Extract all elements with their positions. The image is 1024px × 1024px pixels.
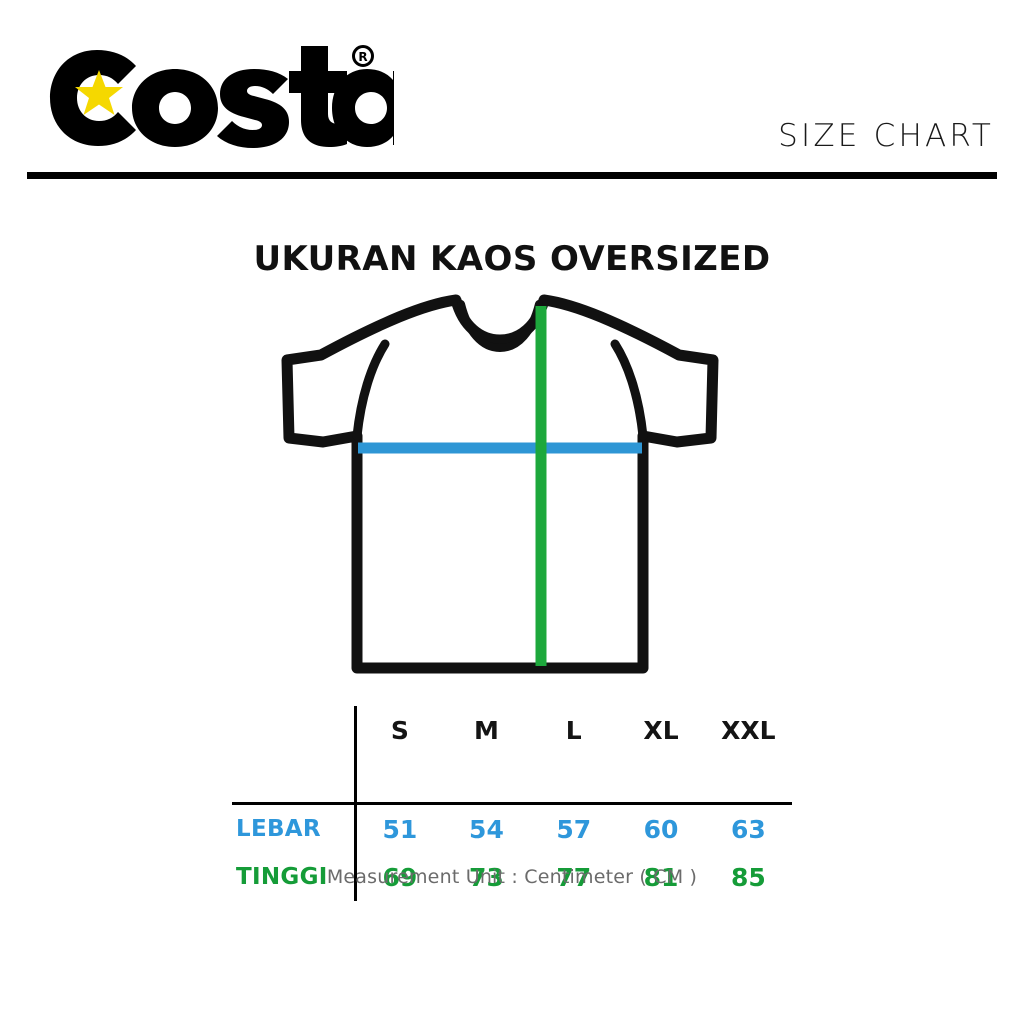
tinggi-value-m: 73 (469, 862, 504, 892)
registered-trademark-icon: R (352, 45, 374, 67)
lebar-value-m: 54 (469, 814, 504, 844)
tshirt-outline-icon (281, 294, 719, 674)
underline-l (530, 754, 618, 805)
table-header-row: S M L XL XXL (232, 706, 792, 754)
svg-text:R: R (358, 50, 367, 64)
chart-heading: UKURAN KAOS OVERSIZED (253, 239, 771, 279)
page-header: R SIZE CHART (0, 0, 1024, 186)
star-icon (75, 70, 123, 115)
underline-label (232, 754, 356, 805)
page-title: SIZE CHART (778, 118, 994, 154)
tinggi-value-xxl: 85 (730, 862, 766, 892)
underline-s (353, 754, 443, 805)
underline-xl (617, 754, 705, 805)
header-divider (27, 172, 997, 179)
tinggi-value-xl: 81 (643, 862, 679, 892)
header-cell-s: S (353, 706, 443, 754)
header-cell-xl: XL (643, 715, 679, 745)
table-row: LEBAR 51 54 57 60 63 (232, 803, 792, 853)
lebar-value-xl: 60 (643, 814, 679, 844)
header-cell-m: M (474, 715, 499, 745)
header-cell-xxl: XXL (721, 715, 776, 745)
costar-logo-icon: R (50, 45, 394, 148)
lebar-value-s: 51 (353, 803, 443, 853)
size-table: S M L XL XXL LEBAR 51 54 57 60 63 (232, 706, 792, 901)
table-row: TINGGI 69 73 77 81 85 (232, 853, 792, 901)
tinggi-value-l: 77 (556, 862, 592, 892)
measurement-unit-note: Measurement Unit : Centimeter ( CM ) (326, 866, 698, 888)
underline-xxl (704, 754, 792, 805)
lebar-value-xxl: 63 (730, 814, 766, 844)
underline-m (442, 754, 531, 805)
table-corner-cell (232, 706, 356, 754)
header-cell-l: L (565, 715, 582, 745)
brand-logo: R (44, 42, 394, 152)
row-label-lebar: LEBAR (236, 816, 321, 842)
table-header-underline (232, 754, 792, 805)
tshirt-diagram (275, 288, 725, 688)
lebar-value-l: 57 (556, 814, 592, 844)
tinggi-value-s: 69 (353, 853, 443, 901)
row-label-tinggi: TINGGI (236, 864, 328, 890)
